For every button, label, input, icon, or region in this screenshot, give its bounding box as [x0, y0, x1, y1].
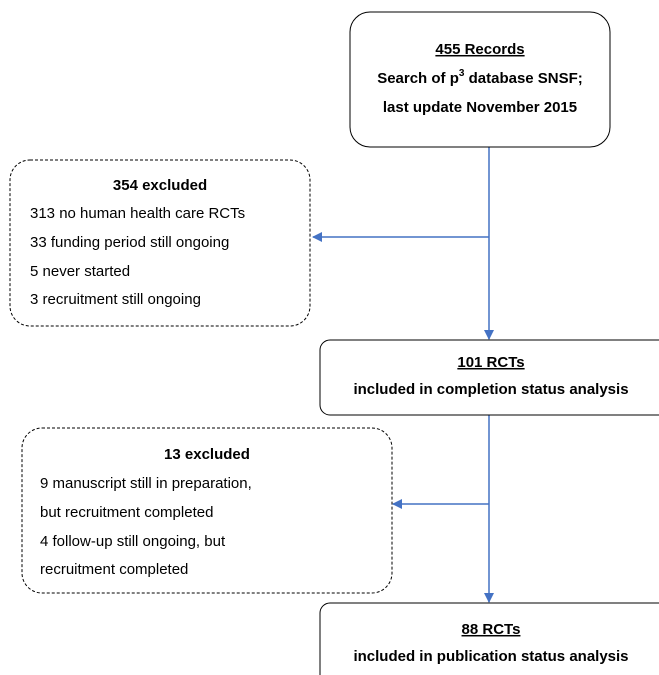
node-text: recruitment completed: [40, 561, 188, 578]
exclusion-box: [9, 159, 311, 327]
node-title: 354 excluded: [113, 177, 207, 194]
exclusion-box: [21, 427, 393, 594]
text-part: Search of p: [377, 70, 459, 87]
node-title: 88 RCTs: [462, 621, 521, 638]
node-text: 5 never started: [30, 263, 130, 280]
node-text: 313 no human health care RCTs: [30, 205, 245, 222]
node-box: [319, 602, 659, 675]
node-title: 13 excluded: [164, 446, 250, 463]
node-title: 455 Records: [435, 41, 524, 58]
node-text: 4 follow-up still ongoing, but: [40, 533, 226, 550]
node-text: 33 funding period still ongoing: [30, 234, 229, 251]
node-text: 9 manuscript still in preparation,: [40, 475, 252, 492]
node-text: included in completion status analysis: [353, 381, 628, 398]
node-text: 3 recruitment still ongoing: [30, 291, 201, 308]
node-box: [319, 339, 659, 416]
node-text: Search of p3 database SNSF;: [377, 68, 583, 87]
node-text: but recruitment completed: [40, 504, 213, 521]
node-text: included in publication status analysis: [353, 648, 628, 665]
node-box: [349, 11, 611, 148]
node-text: last update November 2015: [383, 99, 577, 116]
superscript: 3: [459, 68, 465, 79]
node-title: 101 RCTs: [457, 354, 524, 371]
text-part: database SNSF;: [464, 70, 582, 87]
